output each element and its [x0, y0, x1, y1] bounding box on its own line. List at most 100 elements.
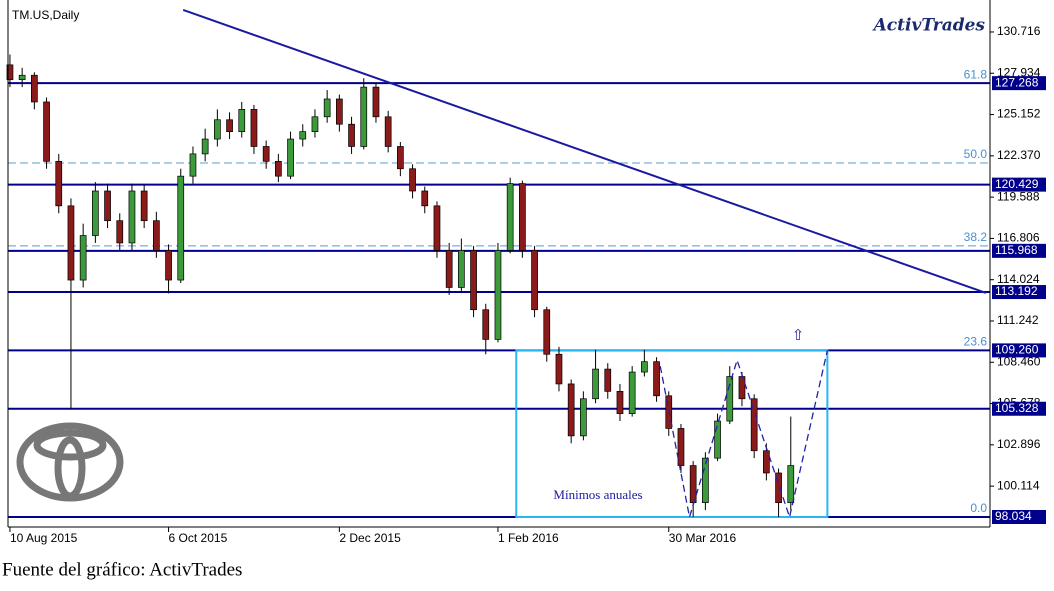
- y-tick-label: 127.934: [997, 65, 1041, 79]
- up-arrow: ⇧: [792, 327, 805, 344]
- candle-body: [787, 465, 795, 504]
- candle-body: [653, 361, 660, 397]
- level-tag: [992, 509, 1046, 524]
- x-tick-label: 6 Oct 2015: [169, 531, 228, 545]
- candle-body: [604, 368, 612, 392]
- y-tick-label: 130.716: [997, 24, 1041, 38]
- candle-body: [567, 383, 575, 437]
- level-label: 115.968: [995, 243, 1038, 257]
- candle-body: [384, 116, 392, 147]
- level-tag: [992, 243, 1046, 258]
- candle-body: [250, 109, 258, 147]
- range-box: [515, 349, 829, 518]
- y-tick-label: 114.024: [997, 272, 1040, 286]
- candle-body: [519, 183, 526, 251]
- y-tick-label: 116.806: [997, 231, 1040, 245]
- candle-body: [189, 153, 197, 177]
- candle-body: [336, 98, 343, 125]
- candle-body: [311, 116, 319, 132]
- candle-body: [165, 250, 172, 281]
- candle-body: [360, 86, 368, 147]
- candle-body: [421, 190, 429, 207]
- candle-body: [543, 309, 551, 355]
- candle-body: [323, 98, 331, 118]
- pattern-line: [659, 350, 829, 520]
- candle-body: [641, 361, 648, 373]
- candle-body: [726, 376, 734, 422]
- level-label: 127.268: [995, 75, 1039, 89]
- candle-body: [506, 183, 514, 251]
- candle-body: [67, 205, 75, 281]
- candle-body: [18, 74, 26, 81]
- level-tag: [992, 76, 1046, 91]
- candle-body: [397, 146, 404, 170]
- candle-body: [299, 131, 307, 140]
- y-tick-label: 108.460: [997, 354, 1041, 368]
- candle-body: [104, 190, 111, 222]
- x-tick-label: 10 Aug 2015: [10, 531, 78, 545]
- candle-body: [140, 190, 148, 222]
- level-label: 120.429: [995, 177, 1039, 191]
- candle-body: [128, 190, 136, 244]
- chart-title: TM.US,Daily: [12, 8, 79, 22]
- candle-body: [226, 119, 233, 132]
- fib-label: 0.0: [970, 501, 987, 515]
- candle-body: [92, 190, 99, 236]
- candle-body: [531, 250, 538, 311]
- level-tag: [992, 177, 1046, 192]
- candle-body: [689, 465, 697, 504]
- fib-label: 61.8: [964, 67, 988, 81]
- annotation: Mínimos anuales: [553, 487, 642, 502]
- candle-body: [79, 235, 87, 281]
- candle-body: [43, 101, 50, 162]
- candle-body: [738, 376, 746, 400]
- candle-body: [482, 309, 490, 340]
- brand: ActivTrades: [872, 16, 986, 36]
- candle-body: [458, 250, 465, 288]
- candle-body: [177, 175, 185, 281]
- candle-body: [592, 368, 599, 400]
- candle-body: [55, 160, 63, 207]
- candle-body: [616, 391, 624, 414]
- candle-body: [214, 119, 221, 140]
- candle-body: [677, 428, 685, 466]
- candle-body: [6, 64, 14, 81]
- trendline: [182, 9, 987, 294]
- toyota-logo: [16, 422, 124, 502]
- candle-body: [201, 138, 209, 155]
- candle-body: [287, 138, 294, 177]
- candle-body: [275, 160, 282, 177]
- candle-body: [409, 168, 416, 192]
- y-tick-label: 111.242: [997, 313, 1039, 327]
- fib-label: 38.2: [964, 230, 988, 244]
- candle-body: [348, 123, 355, 147]
- candle-body: [262, 146, 270, 162]
- candle-body: [702, 457, 709, 504]
- fib-label: 50.0: [964, 147, 988, 161]
- candle-body: [116, 220, 124, 244]
- candle-body: [433, 205, 441, 251]
- level-tag: [992, 285, 1046, 300]
- x-tick-label: 2 Dec 2015: [339, 531, 401, 545]
- level-tag: [992, 343, 1046, 358]
- y-tick-label: 102.896: [997, 437, 1041, 451]
- candle-body: [470, 250, 477, 311]
- candle-body: [372, 86, 380, 118]
- candle-body: [775, 472, 782, 504]
- candle-body: [580, 398, 587, 437]
- logo-top: [33, 429, 107, 461]
- y-tick-label: 119.588: [997, 189, 1040, 203]
- level-label: 113.192: [995, 284, 1038, 298]
- candle-body: [714, 420, 721, 459]
- candle-body: [445, 250, 453, 288]
- level-label: 105.328: [995, 401, 1039, 415]
- x-tick-label: 30 Mar 2016: [669, 531, 737, 545]
- candle-body: [763, 450, 770, 474]
- y-tick-label: 125.152: [997, 107, 1041, 121]
- candle-body: [628, 371, 636, 414]
- y-tick-label: 122.370: [997, 148, 1041, 162]
- y-tick-label: 100.114: [997, 478, 1040, 492]
- candle-body: [238, 109, 246, 132]
